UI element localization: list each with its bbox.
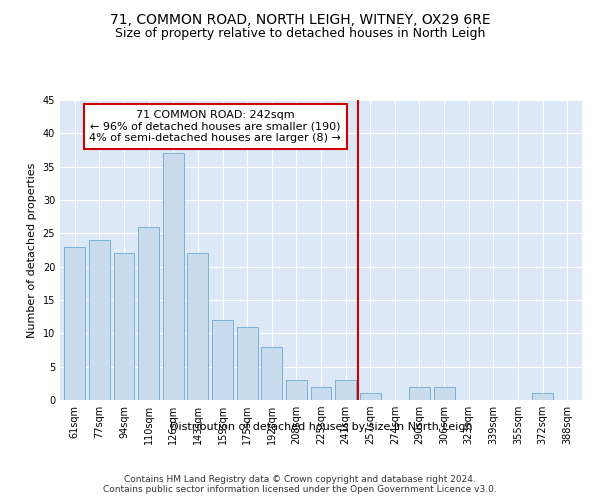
Y-axis label: Number of detached properties: Number of detached properties bbox=[27, 162, 37, 338]
Bar bbox=[212, 320, 233, 400]
Bar bbox=[360, 394, 381, 400]
Text: Size of property relative to detached houses in North Leigh: Size of property relative to detached ho… bbox=[115, 28, 485, 40]
Bar bbox=[434, 386, 455, 400]
Bar bbox=[187, 254, 208, 400]
Bar bbox=[138, 226, 159, 400]
Bar bbox=[311, 386, 331, 400]
Bar bbox=[89, 240, 110, 400]
Bar bbox=[236, 326, 257, 400]
Bar bbox=[335, 380, 356, 400]
Text: 71, COMMON ROAD, NORTH LEIGH, WITNEY, OX29 6RE: 71, COMMON ROAD, NORTH LEIGH, WITNEY, OX… bbox=[110, 12, 490, 26]
Text: 71 COMMON ROAD: 242sqm
← 96% of detached houses are smaller (190)
4% of semi-det: 71 COMMON ROAD: 242sqm ← 96% of detached… bbox=[89, 110, 341, 143]
Bar bbox=[409, 386, 430, 400]
Text: Contains HM Land Registry data © Crown copyright and database right 2024.
Contai: Contains HM Land Registry data © Crown c… bbox=[103, 475, 497, 494]
Text: Distribution of detached houses by size in North Leigh: Distribution of detached houses by size … bbox=[170, 422, 472, 432]
Bar bbox=[113, 254, 134, 400]
Bar bbox=[532, 394, 553, 400]
Bar bbox=[286, 380, 307, 400]
Bar bbox=[163, 154, 184, 400]
Bar bbox=[261, 346, 282, 400]
Bar bbox=[64, 246, 85, 400]
